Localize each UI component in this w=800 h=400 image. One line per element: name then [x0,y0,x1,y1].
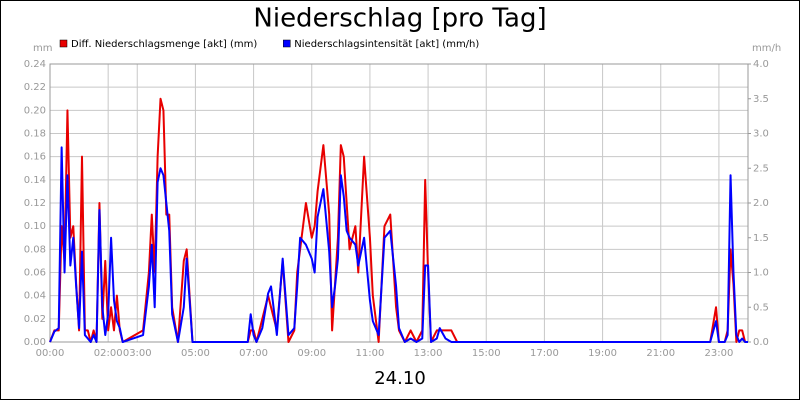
y-tick-label: 0.14 [24,175,46,186]
x-tick-label: 11:00 [356,348,385,359]
x-tick-label: 03:00 [123,348,152,359]
x-tick-label: 19:00 [588,348,617,359]
y-tick-label: 0.10 [24,221,46,232]
y-tick-label: 0.00 [24,337,46,348]
x-tick-label: 02:00 [94,348,123,359]
legend-swatch [283,39,291,48]
x-tick-label: 17:00 [530,348,559,359]
y-axis-label: mm [33,43,52,54]
y2-tick-label: 2.0 [753,198,769,209]
plot-border [49,63,749,343]
series-line [49,146,748,343]
x-tick-label: 21:00 [646,348,675,359]
y-tick-label: 0.24 [24,59,46,70]
y-tick-label: 0.06 [24,268,46,279]
legend-label: Diff. Niederschlagsmenge [akt] (mm) [71,39,257,50]
x-tick-label: 09:00 [297,348,326,359]
y2-tick-label: 0.5 [753,302,769,313]
legend-swatch [59,39,68,48]
x-tick-label: 05:00 [181,348,210,359]
legend-label: Niederschlagsintensität [akt] (mm/h) [294,39,479,50]
y2-tick-label: 1.5 [753,233,769,244]
y-tick-label: 0.20 [24,105,46,116]
y2-axis-label: mm/h [752,43,781,54]
y2-tick-label: 2.5 [753,163,769,174]
y-tick-label: 0.12 [24,198,46,209]
chart-title: Niederschlag [pro Tag] [253,4,546,34]
y2-tick-label: 4.0 [753,59,769,70]
y-tick-label: 0.18 [24,129,46,140]
x-axis-label: 24.10 [374,368,426,389]
y-tick-label: 0.22 [24,82,46,93]
x-tick-label: 00:00 [36,348,65,359]
x-tick-label: 15:00 [472,348,501,359]
y-tick-label: 0.08 [24,244,46,255]
y2-tick-label: 1.0 [753,268,769,279]
y2-tick-label: 0.0 [753,337,769,348]
y-tick-label: 0.04 [24,291,46,302]
x-tick-label: 13:00 [414,348,443,359]
x-tick-label: 07:00 [239,348,268,359]
y-tick-label: 0.16 [24,152,46,163]
x-tick-label: 23:00 [705,348,734,359]
y2-tick-label: 3.5 [753,94,769,105]
y-tick-label: 0.02 [24,314,46,325]
y2-tick-label: 3.0 [753,129,769,140]
